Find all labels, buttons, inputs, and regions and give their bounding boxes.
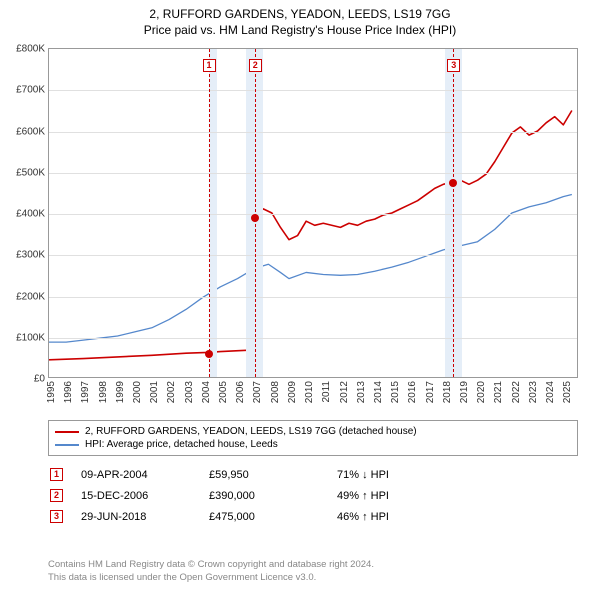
legend-swatch [55,444,79,446]
x-tick-label: 2024 [545,381,556,403]
y-tick-label: £700K [16,85,45,96]
sale-marker-dot [205,350,213,358]
chart-title: 2, RUFFORD GARDENS, YEADON, LEEDS, LS19 … [0,0,600,38]
gridline-h [49,173,577,174]
x-tick-label: 2015 [390,381,401,403]
y-tick-label: £400K [16,209,45,220]
x-tick-label: 2023 [528,381,539,403]
x-tick-label: 2002 [166,381,177,403]
x-tick-label: 2006 [235,381,246,403]
sales-row: 1 09-APR-2004 £59,950 71% ↓ HPI [48,464,578,485]
x-tick-label: 2001 [149,381,160,403]
footer-attribution: Contains HM Land Registry data © Crown c… [48,559,578,584]
sales-row-date: 09-APR-2004 [81,469,191,481]
x-tick-label: 2007 [252,381,263,403]
sale-marker-line [209,49,210,377]
gridline-h [49,132,577,133]
sales-row-date: 29-JUN-2018 [81,511,191,523]
series-line [49,111,572,360]
y-tick-label: £800K [16,44,45,55]
x-tick-label: 2013 [356,381,367,403]
sales-table: 1 09-APR-2004 £59,950 71% ↓ HPI 2 15-DEC-2006… [48,464,578,527]
sale-marker-line [453,49,454,377]
sale-marker-dot [449,179,457,187]
x-tick-label: 1998 [98,381,109,403]
y-tick-label: £300K [16,250,45,261]
x-tick-label: 2012 [339,381,350,403]
footer-line1: Contains HM Land Registry data © Crown c… [48,559,578,571]
x-tick-label: 2022 [511,381,522,403]
x-tick-label: 2011 [321,381,332,403]
series-line [49,195,572,343]
x-tick-label: 2016 [407,381,418,403]
legend-box: 2, RUFFORD GARDENS, YEADON, LEEDS, LS19 … [48,420,578,456]
legend-swatch [55,431,79,433]
sale-marker-line [255,49,256,377]
y-tick-label: £0 [34,374,45,385]
sales-row: 2 15-DEC-2006 £390,000 49% ↑ HPI [48,485,578,506]
y-tick-label: £600K [16,126,45,137]
x-tick-label: 2014 [373,381,384,403]
sale-marker-dot [251,214,259,222]
sales-row-delta: 71% ↓ HPI [337,469,447,481]
x-tick-label: 2018 [442,381,453,403]
gridline-h [49,90,577,91]
footer-line2: This data is licensed under the Open Gov… [48,572,578,584]
x-tick-label: 1999 [115,381,126,403]
sales-row-delta: 49% ↑ HPI [337,490,447,502]
title-line1: 2, RUFFORD GARDENS, YEADON, LEEDS, LS19 … [0,6,600,22]
x-tick-label: 2009 [287,381,298,403]
x-tick-label: 2000 [132,381,143,403]
x-tick-label: 1995 [46,381,57,403]
sales-row-price: £59,950 [209,469,319,481]
sales-row-price: £390,000 [209,490,319,502]
y-tick-label: £100K [16,332,45,343]
x-tick-label: 2025 [562,381,573,403]
sales-row: 3 29-JUN-2018 £475,000 46% ↑ HPI [48,506,578,527]
chart-plot-area: £0£100K£200K£300K£400K£500K£600K£700K£80… [48,48,578,378]
gridline-h [49,255,577,256]
legend-item: HPI: Average price, detached house, Leed… [55,438,571,451]
x-tick-label: 2003 [184,381,195,403]
x-tick-label: 1997 [80,381,91,403]
x-tick-label: 2010 [304,381,315,403]
chart-lines-svg [49,49,577,377]
legend-label: HPI: Average price, detached house, Leed… [85,439,278,450]
sales-row-delta: 46% ↑ HPI [337,511,447,523]
sales-row-marker: 3 [50,510,63,523]
y-tick-label: £200K [16,291,45,302]
x-tick-label: 2019 [459,381,470,403]
legend-item: 2, RUFFORD GARDENS, YEADON, LEEDS, LS19 … [55,425,571,438]
gridline-h [49,338,577,339]
x-tick-label: 2017 [425,381,436,403]
sales-row-marker: 2 [50,489,63,502]
x-tick-label: 1996 [63,381,74,403]
x-tick-label: 2004 [201,381,212,403]
shade-band [209,49,218,377]
x-tick-label: 2008 [270,381,281,403]
legend-label: 2, RUFFORD GARDENS, YEADON, LEEDS, LS19 … [85,426,417,437]
sales-row-date: 15-DEC-2006 [81,490,191,502]
title-line2: Price paid vs. HM Land Registry's House … [0,22,600,38]
gridline-h [49,297,577,298]
y-tick-label: £500K [16,167,45,178]
gridline-h [49,214,577,215]
sale-marker-box: 2 [249,59,262,72]
x-tick-label: 2021 [493,381,504,403]
sales-row-price: £475,000 [209,511,319,523]
sale-marker-box: 1 [203,59,216,72]
x-tick-label: 2020 [476,381,487,403]
sales-row-marker: 1 [50,468,63,481]
x-tick-label: 2005 [218,381,229,403]
sale-marker-box: 3 [447,59,460,72]
